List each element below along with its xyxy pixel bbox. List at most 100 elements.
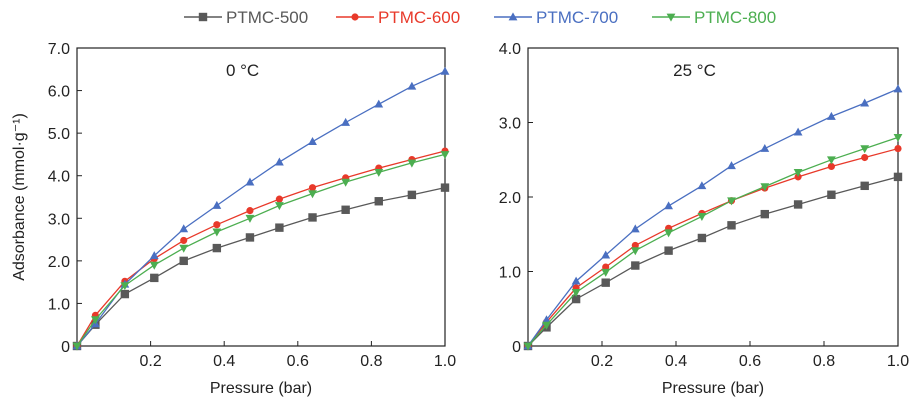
data-point <box>245 214 255 223</box>
data-point <box>212 243 222 253</box>
data-point <box>760 209 769 219</box>
data-point <box>374 168 384 177</box>
series-line <box>76 153 446 347</box>
data-point <box>760 143 770 152</box>
data-point <box>727 197 736 206</box>
x-tick-label: 0.6 <box>287 353 309 370</box>
data-point <box>149 251 159 260</box>
y-tick-label: 0 <box>61 339 70 356</box>
data-point <box>893 172 903 182</box>
series-ptmc-600 <box>524 145 902 350</box>
x-tick-label: 0.4 <box>665 353 687 370</box>
data-point <box>827 190 836 199</box>
data-point <box>727 161 736 170</box>
data-point <box>630 224 640 233</box>
data-point <box>407 159 417 168</box>
data-point <box>760 183 770 192</box>
data-point <box>571 289 581 297</box>
legend-item-ptmc-500: PTMC-500 <box>184 8 308 27</box>
legend-marker <box>508 12 518 21</box>
data-point <box>664 246 673 255</box>
chart-panel-0c: 0 1.0 2.0 3.0 4.0 5.0 6.0 7.0 0.2 0.4 0.6 0.8 1.0 Pre… <box>11 41 456 397</box>
data-point <box>860 181 869 191</box>
y-tick-label: 3.0 <box>499 116 521 133</box>
data-point <box>601 278 610 287</box>
data-point <box>308 137 317 146</box>
legend: PTMC-500 PTMC-600 PTMC-700 PTMC-800 <box>184 8 776 27</box>
data-point <box>274 202 284 211</box>
data-point <box>826 156 836 165</box>
series-line <box>76 150 446 347</box>
x-axis-label: Pressure (bar) <box>210 380 312 397</box>
data-point <box>542 315 551 324</box>
data-point <box>407 81 417 90</box>
series-ptmc-500 <box>72 183 450 351</box>
data-point <box>894 145 902 153</box>
plot-frame <box>76 47 446 347</box>
data-point <box>245 233 255 242</box>
data-point <box>213 221 221 229</box>
data-point <box>120 282 130 291</box>
data-point <box>179 256 188 266</box>
data-point <box>180 236 188 244</box>
data-point <box>602 263 610 271</box>
series-ptmc-800 <box>72 151 450 351</box>
data-point <box>893 134 903 143</box>
y-axis-label: Adsorbance (mmol·g⁻¹) <box>11 113 28 281</box>
data-point <box>275 195 283 203</box>
data-point <box>697 213 707 221</box>
legend-marker <box>351 13 359 21</box>
legend-label: PTMC-600 <box>378 8 460 27</box>
y-tick-label: 2.0 <box>48 254 70 271</box>
data-point <box>246 207 254 215</box>
series-ptmc-500 <box>523 172 903 351</box>
series-line <box>527 136 899 347</box>
chart-panel-25c: 0 1.0 2.0 3.0 4.0 0.2 0.4 0.6 0.8 1.0 Pressure (ba… <box>499 41 909 397</box>
data-point <box>631 261 640 270</box>
x-tick-label: 0.2 <box>139 353 161 370</box>
data-point <box>571 276 581 285</box>
data-point <box>275 223 284 232</box>
legend-label: PTMC-700 <box>536 8 618 27</box>
x-tick-label: 0.6 <box>739 353 761 370</box>
data-point <box>793 127 803 136</box>
data-point <box>664 229 674 238</box>
data-point <box>727 221 736 230</box>
data-point <box>664 201 674 210</box>
data-point <box>860 145 870 154</box>
data-point <box>341 178 351 187</box>
data-point <box>630 247 640 256</box>
data-point <box>861 153 869 162</box>
panel-annotation: 0 °C <box>226 61 259 80</box>
series-ptmc-800 <box>523 134 903 351</box>
y-tick-label: 5.0 <box>48 126 70 143</box>
y-tick-label: 3.0 <box>48 211 70 228</box>
data-point <box>407 190 417 200</box>
data-point <box>90 316 100 325</box>
data-point <box>341 117 351 126</box>
legend-label: PTMC-500 <box>226 8 308 27</box>
data-point <box>601 250 611 259</box>
data-point <box>697 233 707 243</box>
data-point <box>308 190 317 199</box>
data-point <box>245 177 255 186</box>
data-point <box>149 261 159 270</box>
data-point <box>212 228 222 237</box>
y-tick-label: 7.0 <box>48 41 70 58</box>
y-tick-label: 6.0 <box>48 84 70 101</box>
y-tick-label: 4.0 <box>499 41 521 58</box>
data-point <box>542 321 551 330</box>
y-tick-label: 0 <box>512 339 521 356</box>
series-ptmc-600 <box>73 147 449 350</box>
legend-item-ptmc-700: PTMC-700 <box>494 8 618 27</box>
data-point <box>120 289 130 299</box>
series-ptmc-700 <box>523 84 903 350</box>
y-tick-label: 1.0 <box>48 296 70 313</box>
data-point <box>697 181 707 190</box>
y-tick-label: 4.0 <box>48 169 70 186</box>
data-point <box>274 157 284 166</box>
series-line <box>527 88 899 347</box>
y-tick-label: 2.0 <box>499 190 521 207</box>
data-point <box>893 84 903 93</box>
data-point <box>179 244 189 253</box>
